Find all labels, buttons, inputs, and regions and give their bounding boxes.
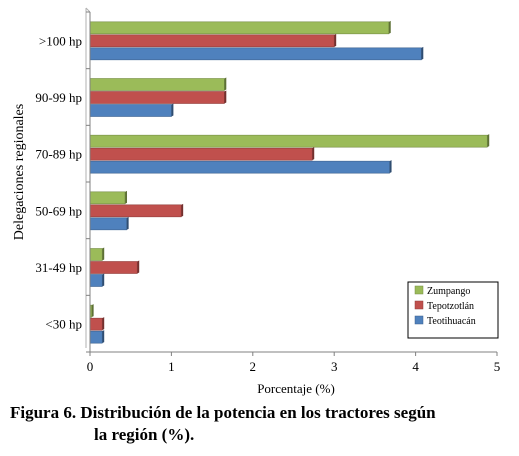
bar-side-face: [102, 317, 105, 331]
bar-front-face: [89, 317, 103, 331]
bar-tepotzotl-n-100-hp: [89, 33, 337, 48]
bar-front-face: [89, 134, 488, 148]
y-tick-label: <30 hp: [45, 317, 82, 332]
bar-zumpango-70-89-hp: [89, 134, 490, 148]
bar-front-face: [89, 330, 103, 344]
bar-side-face: [171, 103, 174, 117]
bar-side-face: [388, 20, 391, 34]
bar-front-face: [89, 78, 225, 91]
bar-zumpango-31-49-hp: [89, 247, 105, 261]
back-wall-corner: [85, 7, 91, 13]
figure-caption: Figura 6. Distribución de la potencia en…: [10, 402, 515, 446]
bar-front-face: [89, 47, 422, 61]
legend-swatch-teotihuac-n: [414, 315, 424, 325]
bar-side-face: [102, 273, 105, 287]
bar-front-face: [89, 261, 138, 274]
y-tick-label: 70-89 hp: [35, 147, 82, 162]
bar-front-face: [89, 248, 103, 261]
x-tick-label: 1: [168, 359, 175, 374]
bar-front-face: [89, 147, 313, 161]
bar-tepotzotl-n-30-hp: [89, 317, 105, 331]
bar-chart: 0 1 2 3 4 5 <30 hp 31-49 hp 50-69 hp 70-89 hp 90-9…: [12, 7, 500, 396]
bar-front-face: [89, 217, 127, 231]
bar-side-face: [312, 147, 315, 161]
bar-zumpango-90-99-hp: [89, 77, 227, 91]
x-tick-label: 4: [412, 359, 419, 374]
bar-tepotzotl-n-70-89-hp: [89, 147, 315, 161]
bar-side-face: [334, 33, 337, 47]
caption-line-1: Figura 6. Distribución de la potencia en…: [10, 403, 436, 422]
legend-label-tepotzotl-n: Tepotzotlán: [427, 301, 474, 312]
legend-label-zumpango: Zumpango: [427, 286, 470, 297]
bar-tepotzotl-n-50-69-hp: [89, 203, 184, 218]
tick-labels-group: 0 1 2 3 4 5 <30 hp 31-49 hp 50-69 hp 70-89 hp 90-9…: [35, 33, 500, 374]
bar-front-face: [89, 204, 182, 218]
bar-side-face: [389, 160, 392, 174]
y-tick-label: 31-49 hp: [35, 260, 82, 275]
y-tick-label: 90-99 hp: [35, 90, 82, 105]
bar-front-face: [89, 274, 103, 287]
bar-front-face: [89, 191, 126, 205]
bar-teotihuac-n-31-49-hp: [89, 273, 105, 287]
caption-line-2: la región (%).: [94, 425, 195, 444]
legend: Zumpango Tepotzotlán Teotihuacán: [407, 281, 499, 339]
bar-teotihuac-n-90-99-hp: [89, 103, 174, 117]
bar-side-face: [421, 46, 424, 60]
legend-label-teotihuac-n: Teotihuacán: [427, 316, 476, 327]
x-tick-label: 2: [250, 359, 257, 374]
legend-swatch-tepotzotl-n: [414, 300, 424, 310]
x-tick-label: 3: [331, 359, 338, 374]
bar-front-face: [89, 160, 390, 174]
bar-teotihuac-n-100-hp: [89, 46, 424, 61]
bar-side-face: [102, 247, 105, 261]
bar-front-face: [89, 91, 225, 104]
bar-side-face: [102, 330, 105, 344]
bar-front-face: [89, 34, 335, 48]
bar-teotihuac-n-70-89-hp: [89, 160, 392, 174]
x-axis-label: Porcentaje (%): [257, 381, 335, 396]
bar-side-face: [125, 190, 128, 204]
x-tick-label: 5: [494, 359, 501, 374]
bar-teotihuac-n-50-69-hp: [89, 216, 129, 231]
bar-zumpango-50-69-hp: [89, 190, 128, 205]
bar-side-face: [224, 77, 227, 91]
bar-side-face: [91, 304, 94, 318]
bar-side-face: [487, 134, 490, 148]
bar-zumpango-100-hp: [89, 20, 391, 35]
y-axis-label: Delegaciones regionales: [12, 104, 27, 240]
bar-side-face: [137, 260, 140, 274]
bar-tepotzotl-n-90-99-hp: [89, 90, 227, 104]
x-tick-label: 0: [87, 359, 94, 374]
bar-teotihuac-n-30-hp: [89, 330, 105, 344]
bar-side-face: [126, 216, 129, 230]
bar-side-face: [224, 90, 227, 104]
legend-swatch-zumpango: [414, 285, 424, 295]
bars-group: [89, 20, 490, 344]
bar-side-face: [181, 203, 184, 217]
bar-front-face: [89, 104, 172, 117]
y-tick-label: 50-69 hp: [35, 203, 82, 218]
axes-group: [85, 7, 498, 356]
bar-tepotzotl-n-31-49-hp: [89, 260, 140, 274]
bar-front-face: [89, 21, 390, 35]
y-tick-label: >100 hp: [39, 33, 82, 48]
